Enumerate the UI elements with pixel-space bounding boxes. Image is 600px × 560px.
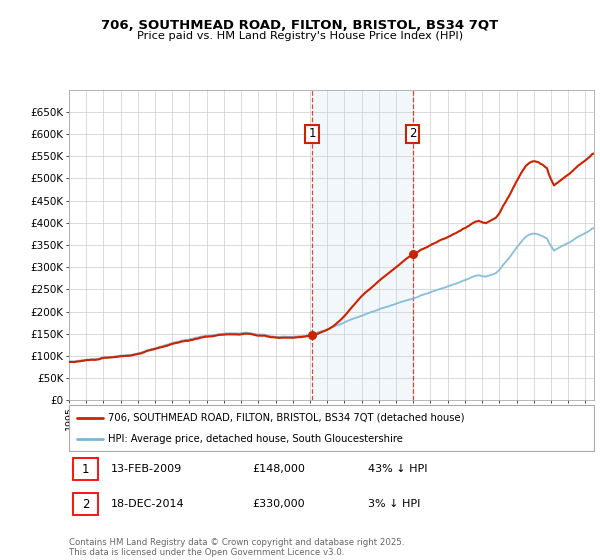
Text: 13-FEB-2009: 13-FEB-2009 [111, 464, 182, 474]
Text: 1: 1 [308, 128, 316, 141]
Text: 1: 1 [82, 463, 89, 475]
Text: £148,000: £148,000 [253, 464, 305, 474]
Text: 2: 2 [82, 498, 89, 511]
Text: £330,000: £330,000 [253, 499, 305, 509]
Text: 706, SOUTHMEAD ROAD, FILTON, BRISTOL, BS34 7QT (detached house): 706, SOUTHMEAD ROAD, FILTON, BRISTOL, BS… [109, 413, 465, 423]
Text: 706, SOUTHMEAD ROAD, FILTON, BRISTOL, BS34 7QT: 706, SOUTHMEAD ROAD, FILTON, BRISTOL, BS… [101, 19, 499, 32]
FancyBboxPatch shape [73, 458, 98, 480]
Text: 2: 2 [409, 128, 416, 141]
FancyBboxPatch shape [73, 493, 98, 515]
Text: Price paid vs. HM Land Registry's House Price Index (HPI): Price paid vs. HM Land Registry's House … [137, 31, 463, 41]
Text: 18-DEC-2014: 18-DEC-2014 [111, 499, 185, 509]
Text: HPI: Average price, detached house, South Gloucestershire: HPI: Average price, detached house, Sout… [109, 435, 403, 444]
Text: 43% ↓ HPI: 43% ↓ HPI [368, 464, 428, 474]
FancyBboxPatch shape [69, 405, 594, 451]
Text: 3% ↓ HPI: 3% ↓ HPI [368, 499, 421, 509]
Bar [312, 90, 413, 400]
Text: Contains HM Land Registry data © Crown copyright and database right 2025.
This d: Contains HM Land Registry data © Crown c… [69, 538, 404, 557]
